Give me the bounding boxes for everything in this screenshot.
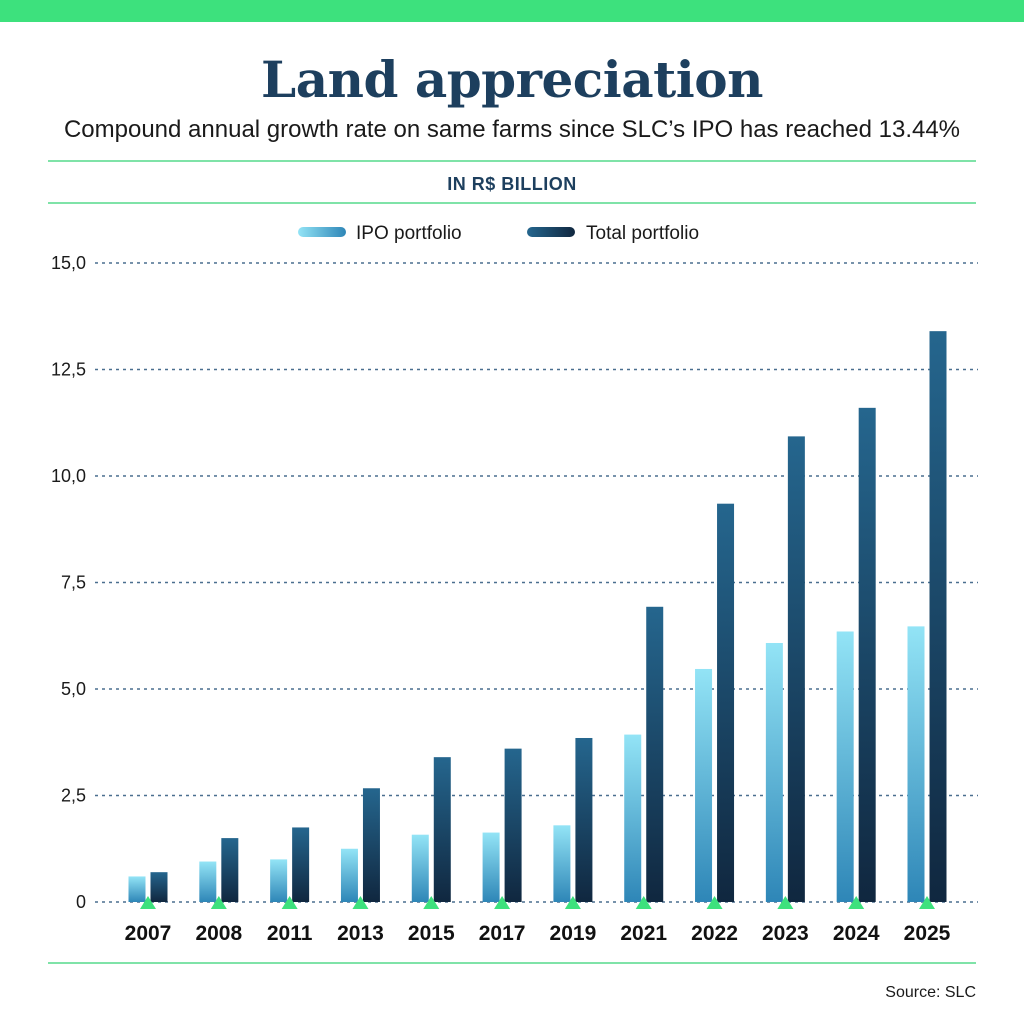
y-tick-label: 5,0 (61, 679, 86, 699)
bar-ipo-2015 (411, 834, 429, 902)
legend-swatch-total (527, 227, 575, 237)
bar-total-2015 (433, 757, 451, 902)
bar-ipo-2013 (340, 848, 358, 902)
axis-marker-triangle (210, 896, 227, 909)
bar-ipo-2024 (836, 631, 854, 902)
x-tick-label-2011: 2011 (267, 922, 313, 945)
axis-marker-triangle (494, 896, 511, 909)
x-axis-markers (140, 896, 935, 909)
x-tick-label-2019: 2019 (550, 922, 597, 945)
source-note: Source: SLC (885, 984, 976, 1001)
x-tick-label-2007: 2007 (125, 922, 172, 945)
top-accent-bar (0, 0, 1024, 22)
bar-total-2017 (504, 748, 522, 902)
bar-ipo-2022 (695, 668, 713, 902)
chart-bars (128, 331, 947, 902)
axis-marker-triangle (777, 896, 794, 909)
legend-label-total: Total portfolio (586, 223, 699, 244)
x-tick-label-2015: 2015 (408, 922, 455, 945)
x-tick-label-2025: 2025 (904, 922, 951, 945)
y-tick-label: 15,0 (51, 253, 86, 273)
page-subtitle: Compound annual growth rate on same farm… (63, 116, 961, 143)
bar-ipo-2021 (624, 734, 642, 902)
x-tick-label-2021: 2021 (620, 922, 667, 945)
x-tick-label-2017: 2017 (479, 922, 526, 945)
bar-ipo-2017 (482, 832, 500, 902)
legend-label-ipo: IPO portfolio (356, 223, 462, 244)
axis-marker-triangle (706, 896, 723, 909)
y-tick-label: 2,5 (61, 786, 86, 806)
chart-gridlines (95, 262, 978, 903)
bar-total-2025 (929, 331, 947, 902)
y-tick-label: 10,0 (51, 466, 86, 486)
page-title: Land appreciation (261, 50, 763, 109)
bar-ipo-2008 (199, 861, 217, 902)
chart-legend: IPO portfolio Total portfolio (298, 223, 699, 244)
bar-ipo-2007 (128, 876, 146, 902)
axis-marker-triangle (140, 896, 156, 909)
bar-total-2008 (221, 838, 239, 902)
x-tick-label-2022: 2022 (691, 922, 738, 945)
x-tick-label-2008: 2008 (195, 922, 242, 945)
axis-marker-triangle (635, 896, 652, 909)
y-tick-label: 0 (76, 892, 86, 912)
axis-marker-triangle (423, 896, 440, 909)
bar-total-2019 (575, 737, 593, 902)
bar-ipo-2025 (907, 626, 925, 902)
bar-total-2013 (362, 788, 380, 902)
top-divider (48, 160, 976, 162)
axis-marker-triangle (352, 896, 369, 909)
axis-marker-triangle (848, 896, 865, 909)
axis-marker-triangle (564, 896, 581, 909)
x-axis-labels: 2007 2008 2011 2013 2015 2017 2019 2021 2022 2023… (125, 922, 951, 945)
axis-marker-triangle (919, 896, 935, 909)
bar-total-2023 (787, 436, 805, 902)
bar-chart: IPO portfolio Total portfolio 0 2,5 5,0 7,5… (51, 223, 978, 945)
y-tick-label: 7,5 (61, 573, 86, 593)
bar-total-2007 (150, 872, 168, 902)
bottom-divider (48, 962, 976, 964)
x-tick-label-2023: 2023 (762, 922, 809, 945)
axis-marker-triangle (281, 896, 298, 909)
bar-ipo-2023 (765, 642, 783, 902)
bar-total-2021 (646, 606, 664, 902)
bar-total-2022 (717, 503, 735, 902)
y-tick-label: 12,5 (51, 360, 86, 380)
unit-divider (48, 202, 976, 204)
y-axis-labels: 0 2,5 5,0 7,5 10,0 12,5 15,0 (51, 253, 86, 912)
legend-swatch-ipo (298, 227, 346, 237)
bar-ipo-2011 (270, 859, 288, 902)
bar-total-2011 (292, 827, 310, 902)
x-tick-label-2024: 2024 (833, 922, 880, 945)
bar-total-2024 (858, 407, 876, 902)
bar-ipo-2019 (553, 825, 571, 902)
unit-label: IN R$ BILLION (447, 174, 577, 194)
x-tick-label-2013: 2013 (337, 922, 384, 945)
